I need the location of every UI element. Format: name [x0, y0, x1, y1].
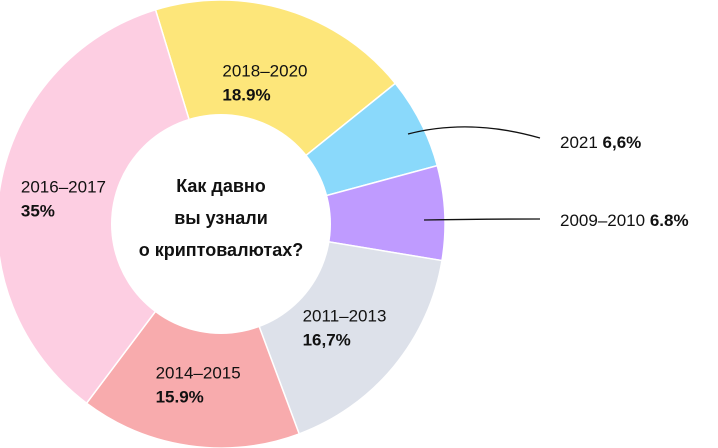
slice-label-2011–2013: 2011–2013 — [303, 307, 387, 326]
slice-label-2014–2015: 2014–2015 — [156, 363, 241, 382]
leader-line-2009–2010 — [423, 218, 541, 221]
slice-value-2011–2013: 16,7% — [303, 331, 351, 350]
donut-hole — [111, 114, 331, 334]
title-line-3: о криптовалютах? — [139, 240, 304, 260]
labels-group: 2018–2020 18.9% 2021 6,6% 2009–2010 6.8% 201… — [21, 62, 689, 407]
slice-label-2016–2017: 2016–2017 — [21, 177, 106, 196]
slice-2016–2017 — [0, 8, 222, 405]
leader-lines-group — [407, 126, 541, 221]
leader-line-2021 — [407, 126, 541, 139]
slice-label-2021: 2021 6,6% — [560, 133, 641, 152]
slice-value-2018–2020: 18.9% — [222, 86, 270, 105]
title-line-2: вы узнали — [174, 208, 268, 228]
slice-label-2009–2010: 2009–2010 6.8% — [560, 211, 689, 230]
chart-title: Как давно вы узнали о криптовалютах? — [139, 176, 304, 260]
slice-value-2016–2017: 35% — [21, 201, 55, 220]
title-line-1: Как давно — [176, 176, 266, 196]
slice-value-2014–2015: 15.9% — [156, 387, 204, 406]
slice-label-2018–2020: 2018–2020 — [222, 62, 307, 81]
slice-2014–2015 — [85, 222, 301, 448]
